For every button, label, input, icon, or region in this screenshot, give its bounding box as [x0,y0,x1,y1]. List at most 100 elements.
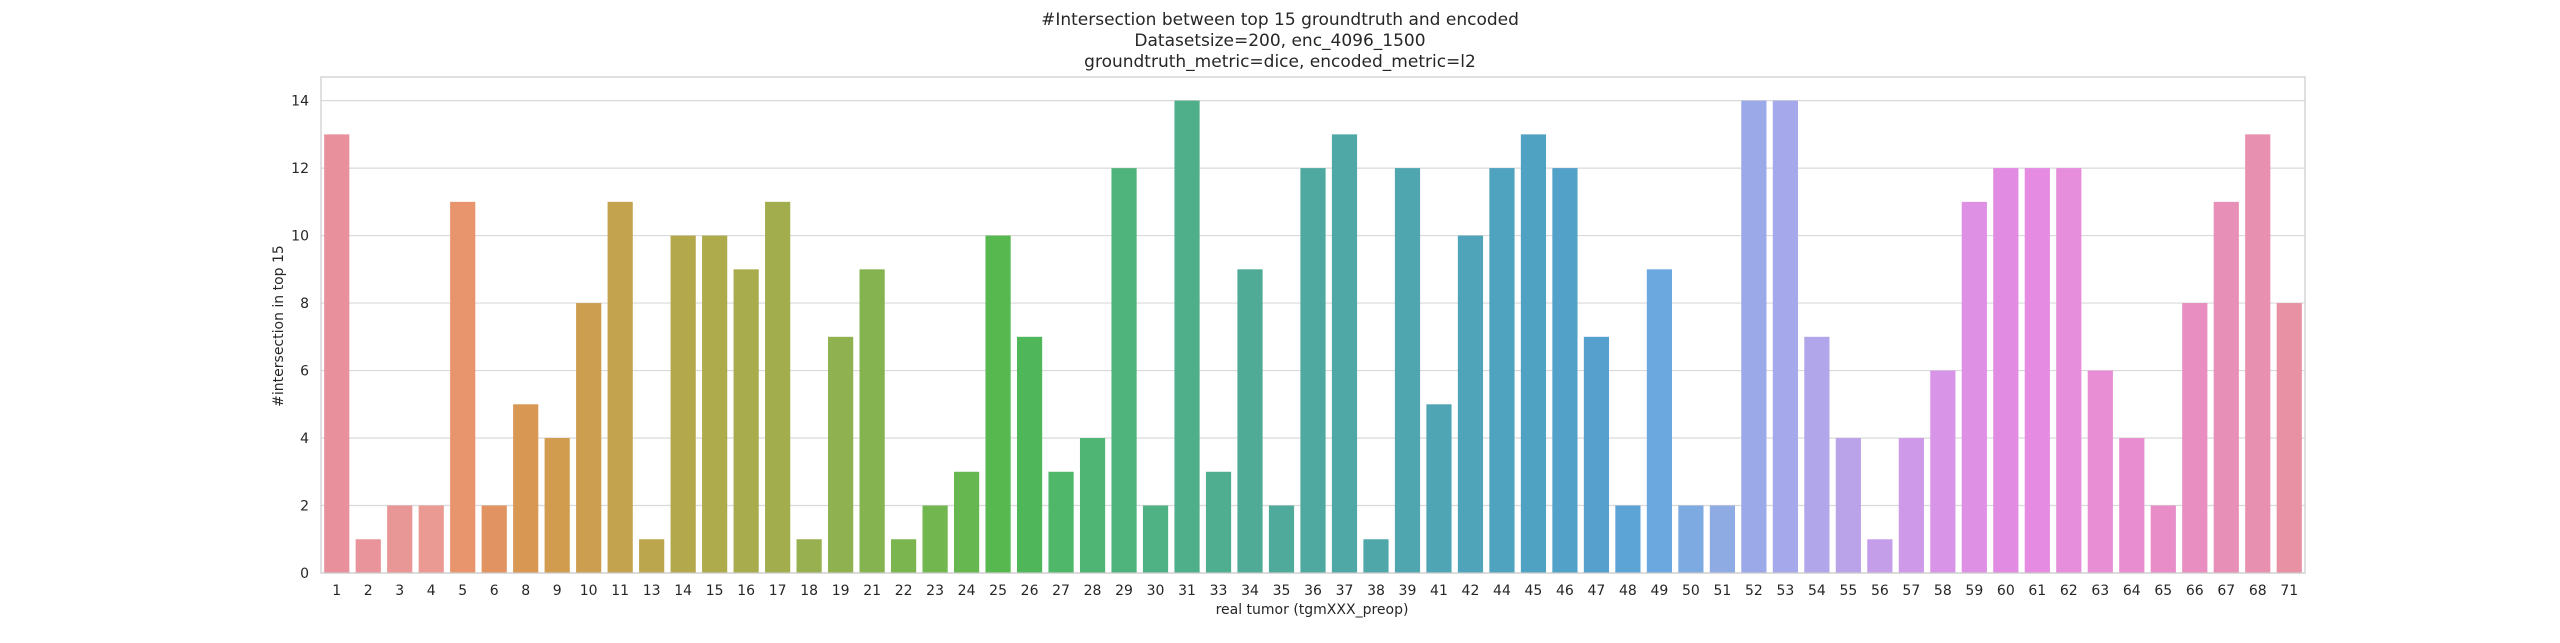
bars [324,100,2302,574]
x-tick-label: 27 [1052,583,1070,599]
x-tick-label: 19 [832,583,850,599]
bar-65 [2150,505,2176,573]
x-tick-label: 18 [800,583,818,599]
x-tick-label: 47 [1588,583,1606,599]
x-tick-label: 61 [2028,583,2046,599]
bar-56 [1867,539,1893,573]
x-tick-label: 8 [521,583,530,599]
x-tick-label: 9 [553,583,562,599]
bar-64 [2119,438,2145,573]
bar-47 [1583,336,1610,573]
x-tick-label: 71 [2280,583,2298,599]
bar-51 [1709,505,1735,573]
bar-57 [1898,438,1924,573]
bar-34 [1237,269,1263,573]
x-tick-label: 38 [1367,583,1385,599]
x-tick-label: 3 [395,583,404,599]
x-tick-label: 56 [1871,583,1889,599]
x-tick-label: 50 [1682,583,1700,599]
bar-61 [2024,168,2050,573]
x-tick-label: 41 [1430,583,1448,599]
x-tick-label: 63 [2091,583,2109,599]
y-tick-label: 8 [300,296,309,312]
bar-33 [1205,471,1232,573]
bar-16 [733,269,759,573]
bar-1 [324,134,350,574]
y-tick-label: 10 [291,229,309,245]
x-tick-label: 66 [2186,583,2204,599]
bar-35 [1268,505,1295,573]
y-tick-label: 12 [291,161,309,177]
bar-11 [607,201,633,573]
bar-14 [670,235,696,574]
x-tick-label: 36 [1304,583,1322,599]
x-tick-label: 60 [1997,583,2015,599]
x-tick-label: 55 [1839,583,1857,599]
chart-title-line-3: groundtruth_metric=dice, encoded_metric=… [1084,52,1476,72]
x-tick-label: 48 [1619,583,1637,599]
x-tick-label: 34 [1241,583,1259,599]
bar-39 [1394,168,1421,573]
x-tick-label: 51 [1713,583,1731,599]
x-tick-label: 22 [895,583,913,599]
x-tick-label: 62 [2060,583,2078,599]
bar-18 [796,539,822,573]
bar-31 [1174,100,1200,573]
bar-26 [1016,336,1043,573]
x-tick-label: 11 [611,583,629,599]
bar-60 [1993,168,2019,573]
x-tick-label: 67 [2217,583,2235,599]
x-tick-label: 46 [1556,583,1574,599]
x-tick-label: 68 [2249,583,2267,599]
x-tick-label: 52 [1745,583,1763,599]
y-tick-label: 6 [300,364,309,380]
bar-66 [2182,303,2208,573]
bar-42 [1457,235,1484,574]
bar-13 [639,539,665,573]
bar-44 [1489,168,1515,573]
y-tick-label: 14 [291,94,309,110]
x-tick-label: 23 [926,583,944,599]
x-tick-label: 42 [1462,583,1480,599]
bar-30 [1142,505,1169,573]
bar-8 [513,404,539,573]
y-tick-label: 4 [300,431,309,447]
bar-10 [576,303,602,573]
x-tick-label: 54 [1808,583,1826,599]
x-tick-label: 59 [1965,583,1983,599]
bar-41 [1426,404,1452,573]
x-tick-label: 53 [1776,583,1794,599]
bar-59 [1961,201,1987,573]
bar-53 [1772,100,1798,573]
x-tick-label: 45 [1525,583,1543,599]
x-axis-label: real tumor (tgmXXX_preop) [1216,602,1409,618]
x-tick-label: 10 [580,583,598,599]
bar-4 [418,505,444,573]
bar-37 [1331,134,1358,574]
x-tick-label: 57 [1902,583,1920,599]
chart-title-line-1: #Intersection between top 15 groundtruth… [1041,10,1519,30]
x-tick-label: 13 [643,583,661,599]
bar-9 [544,438,570,573]
bar-19 [828,336,854,573]
x-tick-label: 5 [458,583,467,599]
x-tick-label: 4 [427,583,436,599]
plot-frame [320,76,2306,574]
x-tick-label: 2 [364,583,373,599]
bar-3 [387,505,413,573]
x-tick-label: 17 [769,583,787,599]
x-tick-label: 29 [1115,583,1133,599]
x-tick-label: 15 [706,583,724,599]
bar-45 [1520,134,1547,574]
bar-63 [2087,370,2113,573]
bar-46 [1552,168,1578,573]
bar-67 [2213,201,2239,573]
x-tick-label: 64 [2123,583,2141,599]
bar-71 [2276,303,2302,573]
bar-22 [891,539,917,573]
bar-58 [1930,370,1956,573]
bar-28 [1079,438,1106,573]
x-tick-label: 49 [1650,583,1668,599]
y-tick-label: 0 [300,566,309,582]
